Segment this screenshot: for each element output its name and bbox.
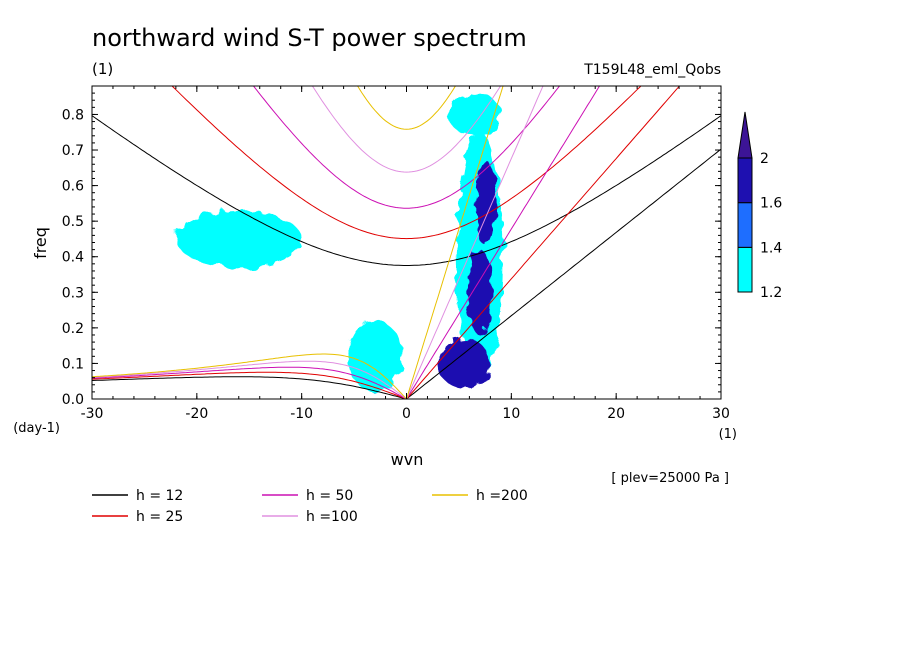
colorbar-label: 2 <box>760 151 769 167</box>
y-axis: 0.0 0.1 0.2 0.3 0.4 0.5 0.6 0.7 0.8 <box>62 92 721 408</box>
colorbar: 1.2 1.4 1.6 2 <box>737 111 782 301</box>
curve-kelvin-h12 <box>406 148 721 399</box>
colorbar-label: 1.2 <box>760 285 782 301</box>
y-tick-label: 0.6 <box>62 179 84 195</box>
curve-rossby-h12 <box>92 376 407 399</box>
y-tick-label: 0.1 <box>62 356 84 372</box>
x-axis-label: wvn <box>391 450 424 469</box>
region-rossby-band <box>175 210 302 268</box>
x-tick-label: -20 <box>185 406 208 422</box>
shaded-regions <box>175 93 503 392</box>
colorbar-swatch <box>737 157 753 204</box>
chart-title: northward wind S-T power spectrum <box>92 24 527 52</box>
curve-rossby-h200 <box>92 353 407 399</box>
curve-ig-h25 <box>171 86 642 240</box>
y-tick-label: 0.3 <box>62 285 84 301</box>
curve-kelvin-h25 <box>406 86 681 399</box>
x-tick-label: -10 <box>290 406 313 422</box>
y-axis-label: freq <box>31 227 50 259</box>
region-westward-low-outer <box>347 320 403 392</box>
colorbar-label: 1.4 <box>760 240 782 256</box>
region-kelvin-core-high <box>475 160 497 247</box>
legend: h = 12 h = 25 h = 50 h =100 h =200 <box>92 488 528 525</box>
x-tick-label: 0 <box>402 406 411 422</box>
y-tick-label: 0.0 <box>62 392 84 408</box>
colorbar-label: 1.6 <box>760 196 782 212</box>
region-kelvin-core-mid <box>467 249 493 335</box>
y-tick-label: 0.8 <box>62 107 84 123</box>
legend-label: h = 25 <box>136 509 183 525</box>
curve-ig-h50 <box>252 86 561 209</box>
colorbar-arrow <box>737 111 753 159</box>
colorbar-swatch <box>737 202 753 248</box>
region-high-freq-top <box>448 93 501 136</box>
x-tick-label: 10 <box>502 406 520 422</box>
curve-rossby-h25 <box>92 371 407 399</box>
y-tick-label: 0.5 <box>62 214 84 230</box>
legend-label: h =100 <box>306 509 358 525</box>
x-axis: -30 -20 -10 0 10 20 30 <box>81 86 730 422</box>
curve-ig-h100 <box>311 86 502 173</box>
curve-kelvin-h100 <box>406 86 544 399</box>
y-tick-label: 0.2 <box>62 321 84 337</box>
y-tick-label: 0.7 <box>62 143 84 159</box>
chart-subtitle-right: T159L48_eml_Qobs <box>583 62 721 78</box>
region-kelvin-core-low <box>437 338 491 389</box>
curve-rossby-h100 <box>92 360 407 399</box>
dispersion-curves <box>92 86 721 399</box>
curve-kelvin-h50 <box>406 86 601 399</box>
x-unit-label: (1) <box>719 427 737 442</box>
curve-ig-h12 <box>92 115 721 266</box>
colorbar-swatch <box>737 246 753 293</box>
curve-kelvin-h200 <box>406 86 504 399</box>
legend-label: h = 12 <box>136 488 183 504</box>
x-tick-label: 30 <box>712 406 730 422</box>
curve-ig-h200 <box>357 86 456 130</box>
chart-subtitle-left: (1) <box>92 60 113 78</box>
y-unit-label: (day-1) <box>13 421 60 436</box>
curve-rossby-h50 <box>92 366 407 399</box>
y-tick-label: 0.4 <box>62 250 84 266</box>
x-tick-label: 20 <box>607 406 625 422</box>
legend-label: h =200 <box>476 488 528 504</box>
x-tick-label: -30 <box>81 406 104 422</box>
plev-annotation: [ plev=25000 Pa ] <box>611 471 729 486</box>
legend-label: h = 50 <box>306 488 353 504</box>
